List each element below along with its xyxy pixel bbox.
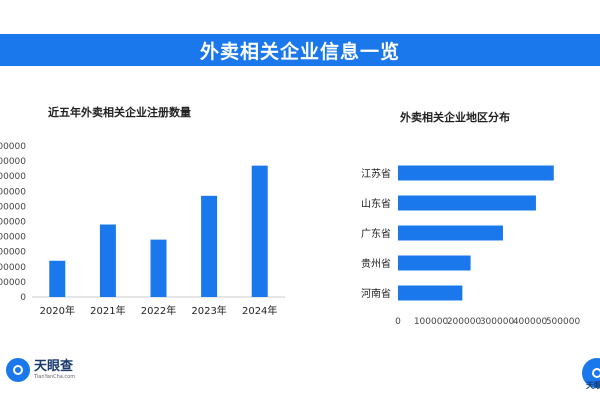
bar (99, 224, 116, 297)
x-tick-label: 200000 (447, 317, 482, 327)
x-category-label: 2020年 (40, 304, 75, 317)
y-tick-label: 1000000 (0, 142, 26, 152)
bar (398, 165, 554, 181)
brand-name-right: 天眼 (586, 381, 600, 390)
chart-title-registrations: 近五年外卖相关企业注册数量 (48, 106, 191, 119)
x-tick-label: 0 (395, 317, 401, 327)
brand-logo: 天眼查 TianYanCha.com (6, 358, 75, 382)
eye-icon (6, 358, 30, 382)
y-category-label: 河南省 (361, 287, 391, 300)
x-category-label: 2023年 (191, 304, 226, 317)
y-category-label: 贵州省 (361, 257, 391, 270)
header-banner: 外卖相关企业信息一览 (0, 34, 600, 66)
bar (150, 239, 167, 297)
y-tick-label: 700000 (0, 187, 26, 197)
y-tick-label: 0 (20, 293, 26, 303)
x-tick-label: 400000 (513, 317, 548, 327)
y-tick-label: 900000 (0, 157, 26, 167)
eye-icon-right (582, 358, 600, 388)
brand-url: TianYanCha.com (34, 373, 76, 380)
y-tick-label: 100000 (0, 278, 26, 288)
y-tick-label: 800000 (0, 172, 26, 182)
bar (398, 195, 536, 211)
chart-title-regions: 外卖相关企业地区分布 (400, 111, 510, 124)
y-category-label: 江苏省 (361, 167, 391, 180)
bar (251, 165, 268, 297)
bar (398, 225, 503, 241)
y-tick-label: 200000 (0, 263, 26, 273)
page-title: 外卖相关企业信息一览 (199, 40, 400, 63)
x-tick-label: 300000 (480, 317, 515, 327)
bar (398, 285, 463, 301)
y-tick-label: 400000 (0, 233, 26, 243)
y-category-label: 广东省 (361, 227, 391, 240)
brand-name: 天眼查 (34, 358, 74, 374)
y-category-label: 山东省 (361, 197, 391, 210)
x-tick-label: 500000 (546, 317, 581, 327)
bar (398, 255, 471, 271)
bar (49, 260, 66, 297)
brand-logo-right: 天眼 (582, 358, 600, 398)
registrations-bar-chart: 0 100000 200000 300000 400000 500000 600000 700… (0, 142, 285, 317)
x-tick-label: 100000 (414, 317, 449, 327)
y-tick-label: 300000 (0, 248, 26, 258)
x-category-label: 2021年 (90, 304, 125, 317)
x-category-label: 2024年 (242, 304, 277, 317)
y-tick-label: 500000 (0, 218, 26, 228)
y-tick-label: 600000 (0, 202, 26, 212)
bar (201, 195, 218, 297)
x-category-label: 2022年 (141, 304, 176, 317)
